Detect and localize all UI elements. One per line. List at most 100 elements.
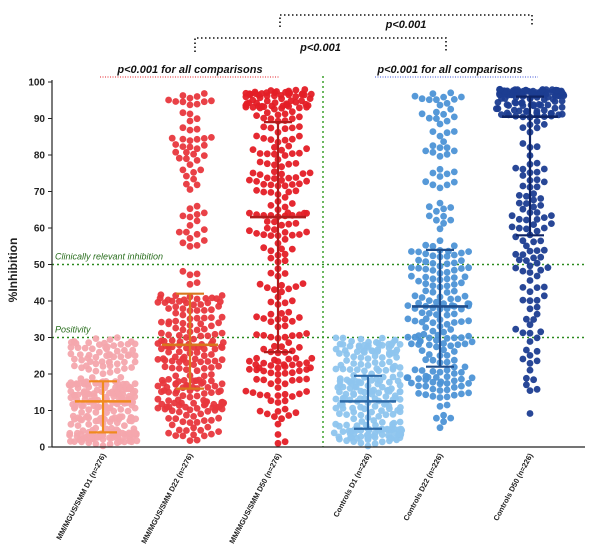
data-point bbox=[278, 245, 285, 253]
data-point bbox=[396, 418, 404, 426]
data-point bbox=[164, 296, 172, 304]
data-point bbox=[503, 109, 511, 117]
data-point bbox=[267, 380, 275, 388]
data-point bbox=[274, 111, 282, 119]
data-point bbox=[440, 219, 447, 227]
data-point bbox=[558, 103, 566, 111]
data-point bbox=[425, 212, 433, 220]
data-point bbox=[193, 295, 201, 303]
data-point bbox=[378, 419, 386, 426]
data-point bbox=[278, 281, 285, 289]
data-point bbox=[273, 88, 280, 95]
data-point bbox=[468, 374, 476, 382]
data-point bbox=[537, 253, 545, 261]
data-point bbox=[274, 420, 282, 428]
data-point bbox=[303, 375, 310, 383]
data-point bbox=[296, 113, 303, 121]
data-point bbox=[281, 322, 289, 330]
data-point bbox=[186, 271, 194, 279]
data-point bbox=[433, 311, 440, 318]
data-point bbox=[92, 360, 100, 368]
data-point bbox=[263, 109, 271, 117]
data-point bbox=[193, 135, 201, 143]
data-point bbox=[208, 377, 215, 385]
data-point bbox=[537, 266, 545, 274]
data-point bbox=[186, 126, 194, 134]
data-point bbox=[80, 388, 88, 395]
data-point bbox=[96, 348, 103, 356]
data-point bbox=[285, 142, 293, 150]
data-point bbox=[526, 247, 534, 255]
data-point bbox=[530, 196, 537, 204]
data-point bbox=[465, 389, 472, 397]
data-point bbox=[443, 289, 451, 296]
data-point bbox=[260, 188, 268, 196]
data-point bbox=[335, 433, 343, 441]
data-point bbox=[292, 354, 300, 362]
data-point bbox=[175, 154, 183, 162]
data-point bbox=[288, 347, 296, 355]
data-point bbox=[288, 124, 296, 132]
data-point bbox=[92, 440, 100, 448]
data-point bbox=[129, 346, 137, 354]
data-point bbox=[171, 353, 179, 361]
data-point bbox=[519, 355, 527, 363]
data-point bbox=[175, 228, 183, 236]
y-tick-label: 0 bbox=[39, 443, 45, 454]
y-tick-label: 40 bbox=[34, 297, 46, 308]
data-point bbox=[461, 273, 469, 281]
data-point bbox=[512, 164, 520, 172]
data-point bbox=[533, 209, 541, 216]
data-point bbox=[440, 205, 447, 213]
y-tick-label: 30 bbox=[34, 333, 46, 344]
data-point bbox=[271, 286, 278, 293]
data-point bbox=[271, 144, 278, 151]
data-point bbox=[193, 93, 201, 100]
data-point bbox=[332, 334, 340, 342]
data-point bbox=[165, 305, 173, 312]
data-point bbox=[208, 294, 216, 302]
data-point bbox=[288, 150, 296, 158]
data-point bbox=[450, 259, 458, 267]
data-point bbox=[422, 315, 430, 323]
data-point bbox=[537, 195, 545, 202]
significance-bracket bbox=[194, 37, 447, 52]
data-point bbox=[193, 349, 201, 356]
data-point bbox=[332, 365, 340, 373]
data-point bbox=[99, 370, 107, 378]
data-point bbox=[200, 417, 208, 424]
data-point bbox=[175, 378, 182, 385]
data-point bbox=[422, 372, 430, 380]
data-point bbox=[540, 165, 548, 173]
data-point bbox=[117, 374, 125, 381]
data-point bbox=[450, 128, 458, 135]
data-point bbox=[190, 413, 198, 420]
data-point bbox=[78, 408, 85, 416]
data-point bbox=[346, 366, 354, 373]
data-point bbox=[267, 269, 275, 277]
data-point bbox=[81, 344, 89, 352]
data-point bbox=[422, 391, 430, 399]
data-point bbox=[450, 274, 458, 281]
data-point bbox=[179, 418, 187, 426]
data-point bbox=[348, 337, 355, 345]
data-point bbox=[186, 242, 194, 250]
data-point bbox=[450, 391, 458, 399]
data-point bbox=[157, 291, 165, 299]
data-point bbox=[285, 160, 293, 168]
data-point bbox=[512, 264, 520, 272]
data-point bbox=[281, 380, 289, 388]
data-point bbox=[92, 424, 100, 432]
data-point bbox=[133, 437, 141, 445]
data-point bbox=[533, 347, 541, 355]
data-point bbox=[154, 356, 162, 363]
data-point bbox=[458, 93, 465, 101]
data-point bbox=[440, 340, 447, 347]
data-point bbox=[186, 110, 194, 118]
data-point bbox=[512, 250, 520, 258]
data-point bbox=[393, 354, 400, 361]
significance-label: p<0.001 bbox=[299, 42, 341, 54]
data-point bbox=[165, 318, 173, 326]
data-point bbox=[193, 115, 201, 123]
data-point bbox=[278, 176, 285, 184]
